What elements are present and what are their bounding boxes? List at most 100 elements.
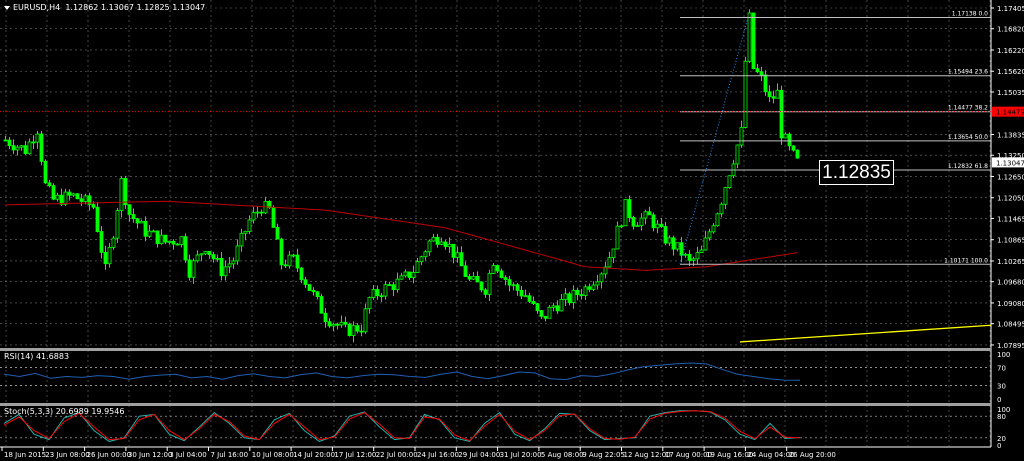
time-tick-label: 24 Jul 16:00 — [417, 451, 459, 459]
candle — [487, 269, 492, 302]
candle-body — [59, 194, 64, 205]
candle-body — [267, 201, 272, 209]
candle-body — [47, 182, 52, 187]
candle-body — [647, 211, 652, 216]
candle-body — [319, 296, 324, 314]
stoch-signal-line — [3, 410, 801, 442]
candle — [719, 202, 724, 218]
candle — [175, 242, 180, 246]
candle — [239, 228, 244, 252]
candle — [15, 145, 20, 156]
candle — [319, 293, 324, 314]
candle — [335, 322, 340, 330]
stoch-main-line — [3, 410, 801, 442]
candle — [759, 66, 764, 82]
candle-body — [55, 194, 60, 200]
candle-body — [95, 206, 100, 232]
candle-body — [295, 254, 300, 269]
candle — [675, 242, 680, 252]
candle-body — [639, 217, 644, 227]
candle-body — [251, 212, 256, 221]
candle — [435, 233, 440, 248]
candle-body — [107, 246, 112, 265]
candle-body — [79, 198, 84, 202]
candle — [203, 250, 208, 256]
candle — [171, 239, 176, 250]
indicator-level-label: 70 — [997, 365, 1006, 373]
candle — [479, 281, 484, 293]
candle-body — [707, 231, 712, 239]
candle-body — [211, 254, 216, 260]
candle — [595, 274, 600, 290]
price-tick-label: 1.09080 — [997, 300, 1024, 308]
candle-body — [167, 240, 172, 243]
candle-body — [363, 308, 368, 333]
candle — [611, 248, 616, 263]
candle — [371, 285, 376, 300]
candle — [515, 282, 520, 296]
candle — [407, 271, 412, 281]
candle-body — [679, 242, 684, 256]
candle-body — [407, 271, 412, 278]
candle-body — [63, 191, 68, 205]
candle-body — [183, 236, 188, 261]
candle-body — [655, 223, 660, 229]
candle-body — [399, 275, 404, 280]
candle-body — [83, 195, 88, 202]
candle — [11, 139, 16, 155]
candle — [639, 213, 644, 231]
candle-body — [751, 12, 756, 70]
candle-body — [643, 211, 648, 219]
price-tick-label: 1.16220 — [997, 47, 1024, 55]
time-tick-label: 12 Aug 12:00 — [624, 451, 671, 459]
fibo-level-label: 1.12832 61.8 — [948, 163, 988, 170]
candle-body — [247, 219, 252, 232]
candle-body — [783, 133, 788, 139]
candle-body — [419, 256, 424, 263]
candle-body — [75, 193, 80, 200]
candle-body — [627, 199, 632, 218]
candle-body — [171, 240, 176, 245]
candle-body — [155, 230, 160, 245]
candle — [251, 206, 256, 224]
candle — [227, 257, 232, 274]
candle — [591, 281, 596, 292]
candle — [223, 260, 228, 281]
candle-body — [411, 272, 416, 278]
candle — [527, 292, 532, 304]
candle — [571, 285, 576, 309]
candle-body — [779, 89, 784, 139]
collapse-triangle-icon[interactable] — [4, 5, 10, 10]
candle — [411, 265, 416, 284]
moving-average-line — [5, 200, 798, 271]
candle-body — [539, 310, 544, 317]
candle — [723, 186, 728, 210]
candle — [387, 281, 392, 287]
candle-body — [431, 236, 436, 242]
candle — [715, 212, 720, 227]
candle-body — [711, 225, 716, 233]
candle-body — [771, 96, 776, 99]
candle — [115, 207, 120, 243]
candle — [111, 235, 116, 250]
candle — [607, 251, 612, 268]
candle — [71, 192, 76, 197]
candle — [651, 212, 656, 232]
candle-body — [215, 258, 220, 260]
time-tick-label: 14 Jul 20:00 — [293, 451, 335, 459]
candle-body — [43, 160, 48, 184]
candle — [471, 272, 476, 281]
price-tick-label: 1.12050 — [997, 195, 1024, 203]
price-tick-label: 1.15035 — [997, 89, 1024, 97]
candle-body — [291, 254, 296, 257]
candle-body — [599, 273, 604, 283]
price-tick-label: 1.09680 — [997, 279, 1024, 287]
candle-body — [223, 266, 228, 277]
candle-body — [427, 240, 432, 253]
candle — [707, 228, 712, 241]
candle-body — [591, 284, 596, 290]
candle-body — [791, 145, 796, 151]
candle — [327, 317, 332, 328]
candle — [431, 233, 436, 242]
